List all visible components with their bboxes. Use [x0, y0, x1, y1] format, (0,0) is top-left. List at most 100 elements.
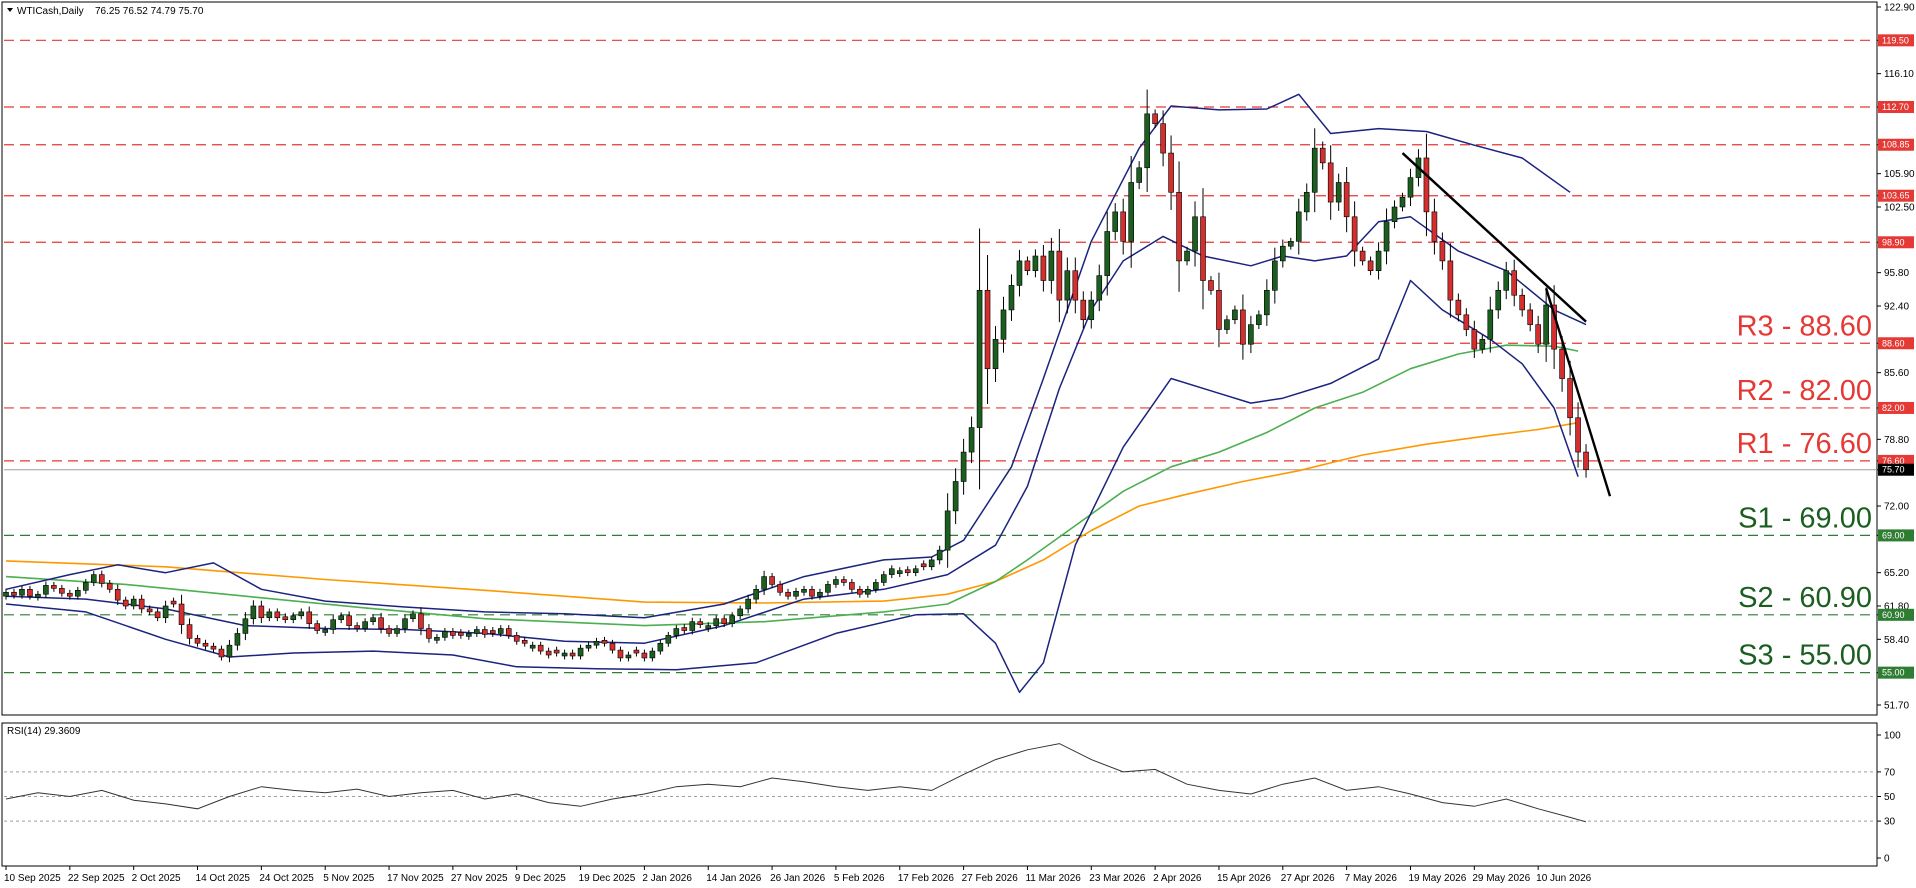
candle-up	[1503, 270, 1510, 291]
candle-down	[1176, 191, 1182, 262]
candle-down	[1319, 147, 1326, 164]
candle-up	[880, 574, 887, 583]
candle-down	[274, 611, 281, 619]
level-tag-label: 69.00	[1882, 530, 1905, 540]
candle-down	[202, 642, 209, 647]
level-tag-label: 88.60	[1882, 338, 1905, 348]
candle-up	[968, 427, 975, 453]
candle-up	[1144, 113, 1150, 169]
candle-up	[1375, 250, 1382, 272]
candle-down	[1471, 329, 1478, 350]
time-tick-label: 9 Dec 2025	[515, 873, 567, 884]
level-tag	[1878, 100, 1914, 113]
bollinger-lower	[5, 279, 1579, 694]
candle-up	[1000, 309, 1007, 340]
level-tag-label: 98.90	[1882, 237, 1905, 247]
candle-down	[841, 579, 847, 583]
candle-up	[833, 579, 839, 585]
chevron-down-icon[interactable]	[7, 8, 13, 12]
candle-down	[1160, 123, 1166, 154]
candle-up	[1112, 211, 1119, 232]
candle-up	[1184, 250, 1190, 262]
candle-up	[745, 598, 751, 610]
candle-up	[90, 574, 97, 583]
candle-down	[154, 611, 161, 619]
time-tick-label: 2 Oct 2025	[132, 873, 181, 884]
candle-up	[1495, 290, 1502, 311]
candle-up	[817, 591, 823, 597]
time-tick-label: 17 Feb 2026	[898, 873, 955, 884]
candle-up	[593, 640, 600, 646]
price-tick-label: 95.80	[1884, 268, 1909, 279]
level-tag-label: 108.85	[1882, 140, 1910, 150]
price-tick-label: 65.20	[1884, 568, 1909, 579]
last-price-tag	[1878, 463, 1914, 476]
candle-down	[146, 608, 153, 613]
candle-down	[1120, 211, 1126, 242]
price-tick-label: 105.90	[1884, 169, 1915, 180]
candle-down	[210, 645, 217, 650]
candle-down	[777, 584, 783, 593]
candle-down	[346, 615, 352, 626]
level-big-label: S1 - 69.00	[1738, 502, 1872, 534]
candle-up	[466, 633, 472, 637]
candle-down	[1583, 451, 1589, 471]
candle-down	[1463, 314, 1470, 330]
candle-up	[1064, 270, 1071, 301]
candle-down	[122, 599, 129, 607]
time-tick-label: 5 Feb 2026	[834, 873, 885, 884]
candle-up	[673, 628, 680, 636]
candle-down	[378, 617, 384, 629]
level-tag-label: 55.00	[1882, 668, 1905, 678]
time-tick-label: 26 Jan 2026	[770, 873, 825, 884]
time-tick-label: 10 Jun 2026	[1536, 873, 1591, 884]
candle-up	[1287, 241, 1294, 247]
candle-up	[1232, 309, 1238, 321]
candle-up	[649, 650, 656, 659]
candle-down	[1168, 152, 1174, 193]
candle-up	[442, 631, 448, 638]
candle-up	[952, 481, 959, 512]
candle-up	[888, 568, 895, 575]
candle-down	[1423, 157, 1430, 213]
candle-up	[242, 618, 249, 634]
candle-down	[904, 569, 911, 573]
trendline	[1401, 152, 1587, 323]
candle-down	[984, 290, 991, 370]
candle-down	[1040, 255, 1047, 281]
candle-up	[162, 605, 169, 619]
candle-up	[1048, 250, 1055, 281]
candle-up	[1399, 196, 1406, 208]
candle-down	[1519, 294, 1525, 311]
candle-up	[1136, 167, 1142, 183]
candle-down	[609, 642, 616, 651]
candle-down	[1551, 304, 1557, 350]
candle-down	[282, 616, 289, 621]
candle-up	[226, 644, 233, 658]
rsi-panel-frame	[1, 722, 1878, 867]
candle-up	[1256, 314, 1262, 325]
candle-down	[1152, 113, 1158, 124]
level-tag	[1878, 608, 1914, 621]
candle-down	[553, 649, 560, 654]
candle-down	[11, 591, 17, 596]
candle-down	[857, 589, 863, 595]
level-big-label: R1 - 76.60	[1737, 428, 1872, 460]
candle-down	[1327, 162, 1334, 203]
rsi-tick-label: 100	[1884, 731, 1901, 742]
candle-up	[1088, 299, 1095, 321]
candle-up	[729, 615, 735, 624]
candle-up	[266, 611, 273, 619]
candle-up	[3, 591, 9, 597]
rsi-levels	[4, 771, 1877, 822]
candle-up	[322, 629, 329, 633]
symbol-label: WTICash,Daily	[17, 6, 84, 17]
candle-up	[1008, 285, 1015, 311]
candle-down	[545, 650, 552, 656]
level-big-label: S2 - 60.90	[1738, 582, 1872, 614]
candle-up	[761, 576, 767, 590]
candle-down	[1240, 309, 1246, 345]
candle-up	[1248, 324, 1254, 345]
candle-up	[370, 617, 376, 622]
